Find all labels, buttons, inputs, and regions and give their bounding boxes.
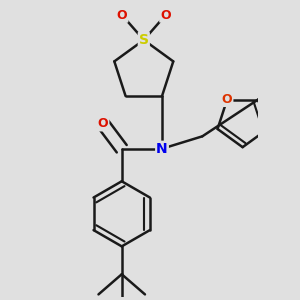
Text: O: O <box>222 93 232 106</box>
Text: O: O <box>117 9 128 22</box>
Text: O: O <box>98 117 108 130</box>
Text: N: N <box>156 142 168 156</box>
Text: S: S <box>139 33 149 47</box>
Text: O: O <box>160 9 171 22</box>
